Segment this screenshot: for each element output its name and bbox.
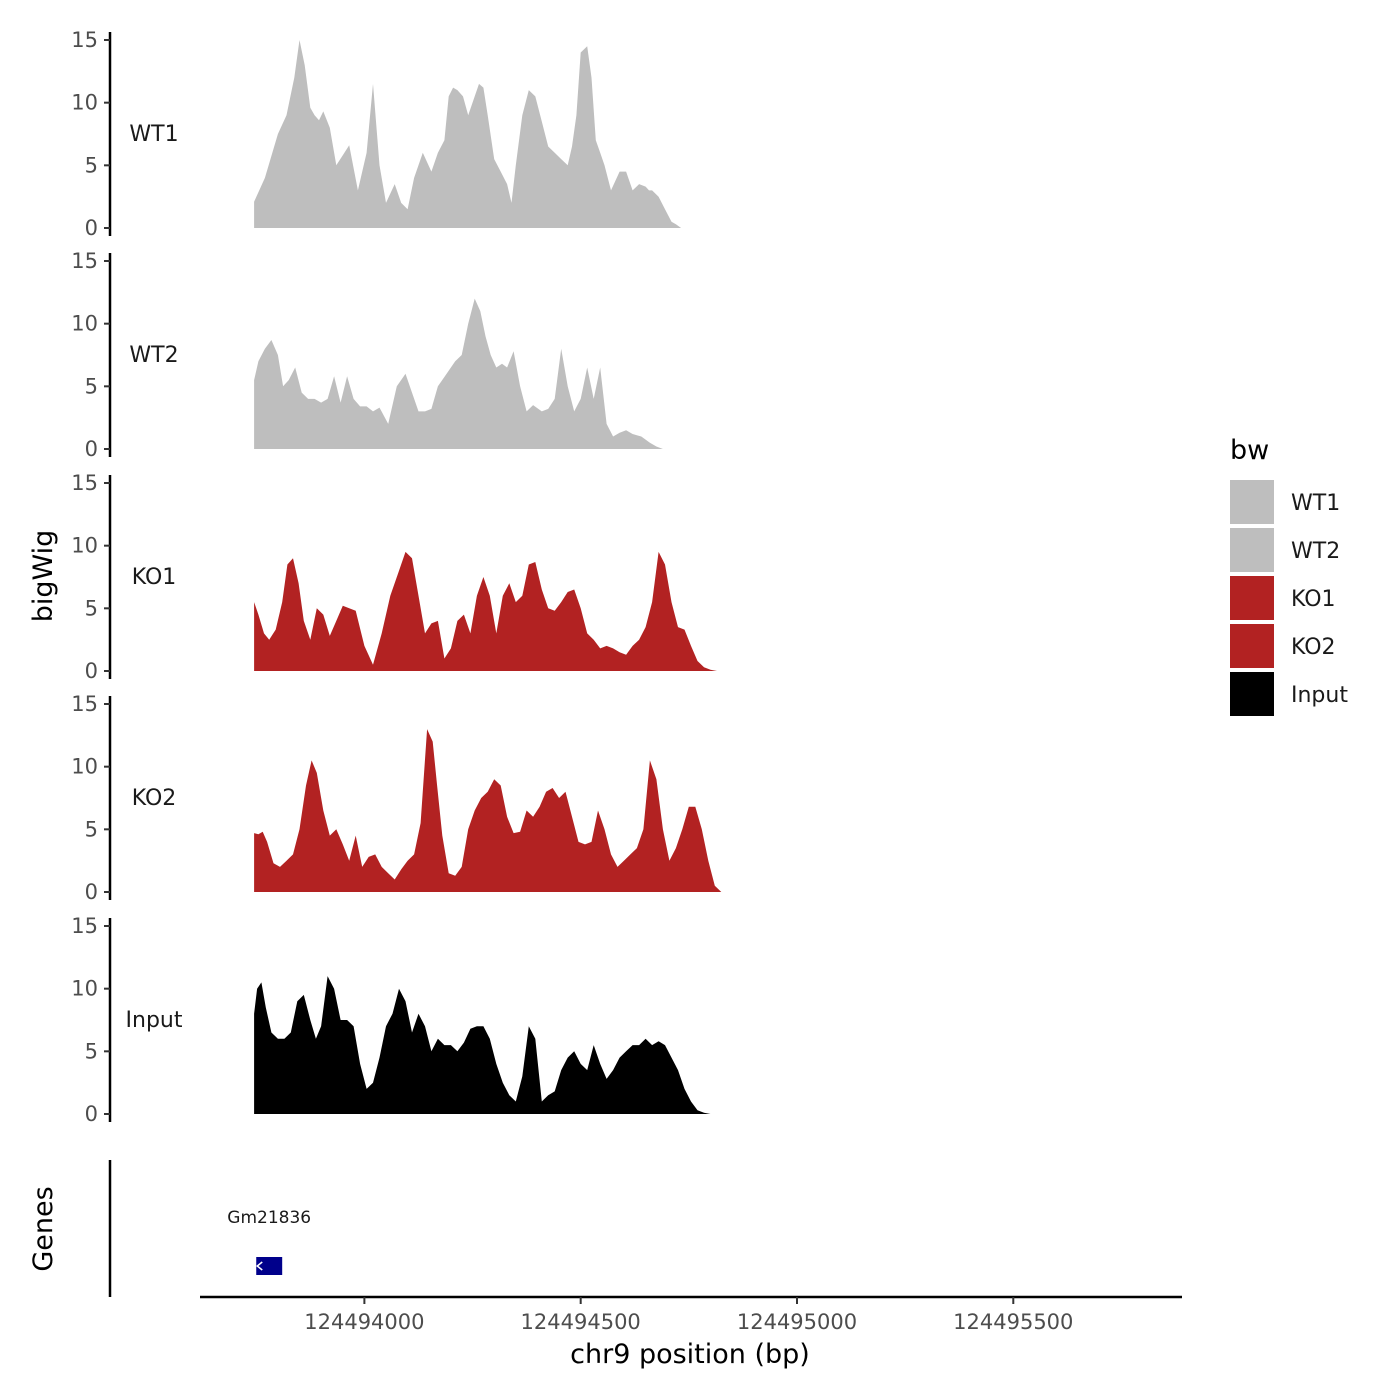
y-tick-label: 5 — [85, 596, 98, 620]
legend-item-wt2: WT2 — [1230, 528, 1340, 572]
genes-axis-title: Genes — [28, 1186, 59, 1271]
x-tick-label: 124495500 — [953, 1310, 1073, 1334]
y-tick-label: 15 — [71, 692, 98, 716]
series-area-wt1 — [254, 40, 726, 228]
y-tick-label: 0 — [85, 880, 98, 904]
legend-item-wt1: WT1 — [1230, 480, 1340, 524]
y-tick-label: 15 — [71, 28, 98, 52]
gene-label: Gm21836 — [227, 1208, 311, 1228]
y-tick-label: 10 — [71, 534, 98, 558]
track-wt2: 0 5 10 15 WT2 — [71, 249, 722, 461]
legend-label: Input — [1291, 683, 1348, 708]
legend-item-ko1: KO1 — [1230, 576, 1336, 620]
track-label: WT2 — [129, 343, 178, 368]
y-tick-label: 15 — [71, 471, 98, 495]
x-axis-title: chr9 position (bp) — [570, 1339, 810, 1370]
series-area-input — [254, 976, 722, 1114]
series-area-wt2 — [254, 298, 722, 449]
track-label: WT1 — [129, 122, 178, 147]
gene-annotation-panel: Gm21836 — [108, 1160, 311, 1297]
track-ko2: 0 5 10 15 KO2 — [71, 692, 722, 904]
y-tick-label: 10 — [71, 755, 98, 779]
y-tick-label: 5 — [85, 817, 98, 841]
x-tick-label: 124494000 — [304, 1310, 424, 1334]
track-ko1: 0 5 10 15 KO1 — [71, 471, 727, 683]
legend-item-ko2: KO2 — [1230, 624, 1336, 668]
gene-body — [256, 1257, 283, 1275]
y-axis-title: bigWig — [28, 530, 59, 623]
legend-label: WT1 — [1291, 491, 1340, 516]
legend-item-input: Input — [1230, 672, 1348, 716]
y-tick-label: 0 — [85, 216, 98, 240]
y-tick-label: 15 — [71, 249, 98, 273]
legend-swatch — [1230, 672, 1274, 716]
legend-swatch — [1230, 480, 1274, 524]
series-area-ko1 — [254, 551, 727, 671]
legend-swatch — [1230, 576, 1274, 620]
legend-label: KO1 — [1291, 587, 1336, 612]
y-tick-label: 5 — [85, 153, 98, 177]
x-tick-label: 124495000 — [737, 1310, 857, 1334]
y-tick-label: 0 — [85, 1102, 98, 1126]
track-input: 0 5 10 15 Input — [71, 914, 722, 1126]
y-tick-label: 15 — [71, 914, 98, 938]
y-tick-label: 10 — [71, 977, 98, 1001]
y-tick-label: 0 — [85, 437, 98, 461]
x-axis: 124494000 124494500 124495000 124495500 — [200, 1295, 1182, 1334]
track-label: Input — [126, 1008, 183, 1033]
legend-label: KO2 — [1291, 635, 1336, 660]
y-tick-label: 5 — [85, 1039, 98, 1063]
x-tick-label: 124494500 — [521, 1310, 641, 1334]
y-tick-label: 10 — [71, 91, 98, 115]
gene-strand-arrow-icon — [256, 1261, 263, 1271]
track-wt1: 0 5 10 15 WT1 — [71, 28, 726, 240]
series-area-ko2 — [254, 729, 722, 892]
legend-title: bw — [1230, 435, 1269, 466]
y-tick-label: 0 — [85, 659, 98, 683]
legend: bw WT1 WT2 KO1 KO2 Input — [1230, 435, 1348, 716]
signal-tracks: 0 5 10 15 WT1 0 5 10 15 WT2 0 5 10 15 KO1 0 5 10 15 KO2 0 5 10… — [71, 28, 727, 1126]
y-tick-label: 5 — [85, 374, 98, 398]
track-label: KO2 — [132, 786, 177, 811]
legend-label: WT2 — [1291, 539, 1340, 564]
legend-swatch — [1230, 528, 1274, 572]
legend-swatch — [1230, 624, 1274, 668]
track-label: KO1 — [132, 565, 177, 590]
y-tick-label: 10 — [71, 312, 98, 336]
